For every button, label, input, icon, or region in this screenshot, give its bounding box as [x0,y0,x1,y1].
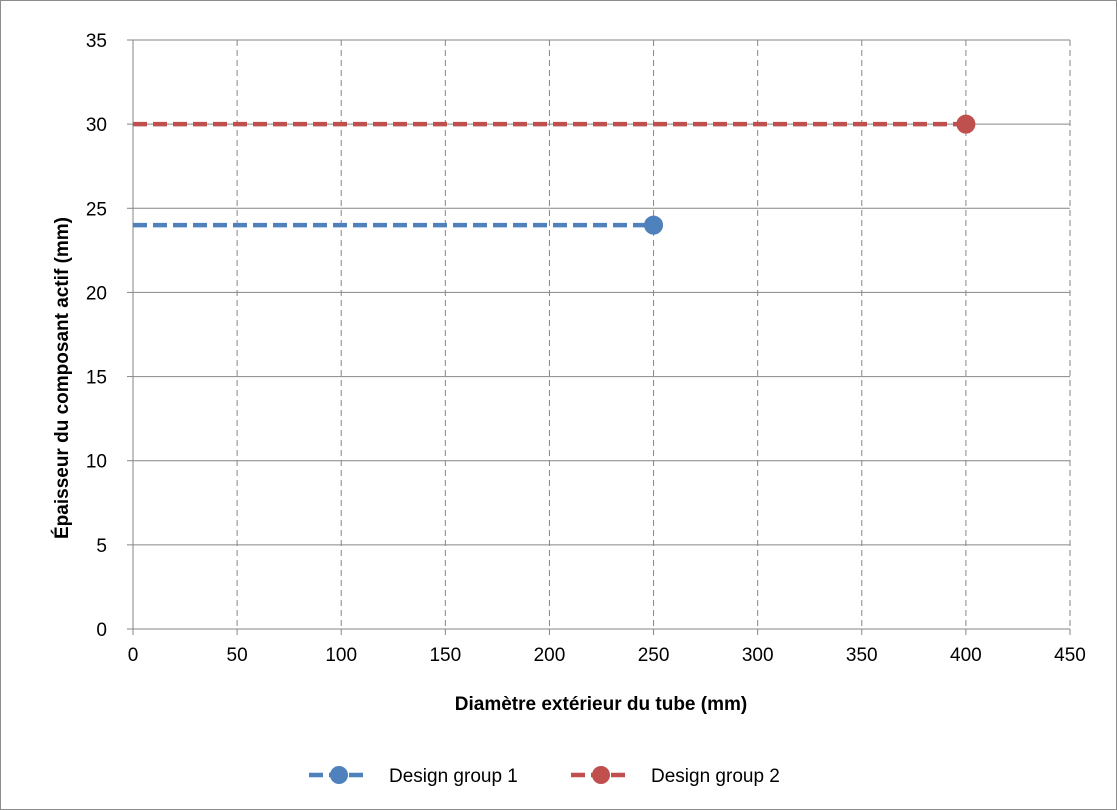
legend-marker-2 [592,766,610,784]
y-tick-label: 25 [86,199,107,220]
axes [127,39,1071,635]
y-tick-label: 0 [96,620,107,641]
y-tick-label: 10 [86,452,107,473]
y-tick-labels: 0 5 10 15 20 25 30 35 [86,31,107,641]
y-tick-label: 5 [96,536,107,557]
series-marker-2 [956,114,976,134]
x-tick-label: 300 [742,645,774,666]
x-tick-label: 50 [227,645,248,666]
y-tick-label: 30 [86,115,107,136]
legend-marker-1 [330,766,348,784]
x-tick-label: 150 [429,645,461,666]
x-tick-label: 0 [128,645,139,666]
legend-label-1: Design group 1 [389,766,518,787]
x-tick-label: 200 [534,645,566,666]
x-tick-label: 400 [950,645,982,666]
x-tick-label: 100 [325,645,357,666]
y-tick-label: 15 [86,368,107,389]
y-tick-label: 35 [86,31,107,52]
legend: Design group 1 Design group 2 [309,766,780,787]
y-axis-title: Épaisseur du composant actif (mm) [51,217,73,539]
x-tick-label: 250 [638,645,670,666]
y-tick-label: 20 [86,283,107,304]
x-tick-label: 350 [846,645,878,666]
x-axis-title: Diamètre extérieur du tube (mm) [455,694,747,715]
x-tick-labels: 0 50 100 150 200 250 300 350 400 450 [128,645,1086,666]
legend-label-2: Design group 2 [651,766,780,787]
series-layer [133,114,976,235]
x-tick-label: 450 [1054,645,1086,666]
series-marker-1 [644,215,664,235]
grid [133,39,1071,629]
